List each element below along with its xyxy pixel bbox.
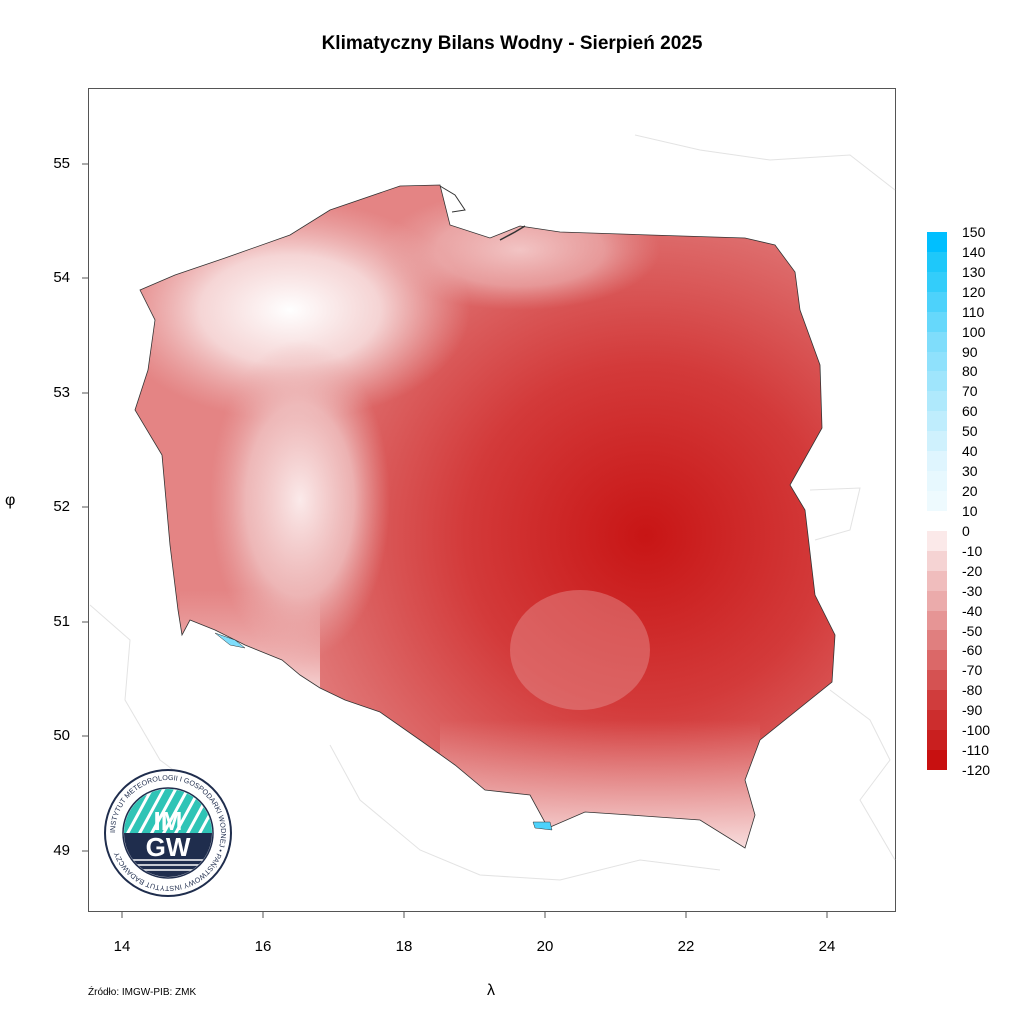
y-axis-label: φ <box>5 492 16 509</box>
legend-label: -40 <box>962 602 983 619</box>
legend-label: 0 <box>962 522 970 539</box>
x-tick-label: 20 <box>536 938 554 955</box>
neighbour-border-se <box>829 689 896 861</box>
y-tick-label: 50 <box>53 727 70 744</box>
legend-swatch <box>927 530 947 551</box>
legend-swatch <box>927 471 947 491</box>
legend-label: 110 <box>962 303 985 320</box>
legend-label: -100 <box>962 722 991 739</box>
legend-label: -60 <box>962 642 983 659</box>
legend-label: -120 <box>962 762 991 778</box>
legend-label: -90 <box>962 702 983 719</box>
neighbour-border-north <box>634 134 896 191</box>
wet-spot-sudetes <box>214 632 246 649</box>
x-tick-label: 14 <box>113 938 131 955</box>
x-axis-ticks <box>121 912 828 918</box>
legend-label: 70 <box>962 383 978 400</box>
wet-spot-tatras <box>532 821 553 831</box>
legend-swatch <box>927 291 947 312</box>
y-axis-ticks <box>82 163 88 852</box>
legend-label: 100 <box>962 323 986 340</box>
legend-label: 10 <box>962 502 978 519</box>
x-tick-label: 24 <box>818 938 836 955</box>
legend-swatch <box>927 311 947 332</box>
neighbour-border-south <box>329 744 721 881</box>
legend-swatch <box>927 490 947 511</box>
legend-swatch <box>927 411 947 432</box>
y-tick-label: 51 <box>53 613 70 630</box>
neighbour-border-east <box>809 487 861 541</box>
x-tick-label: 16 <box>254 938 272 955</box>
legend-label: -20 <box>962 562 983 579</box>
legend-label: 80 <box>962 363 978 380</box>
legend-label: 120 <box>962 283 986 300</box>
legend-swatch <box>927 251 947 272</box>
legend-label: -10 <box>962 542 983 559</box>
legend-swatch <box>927 590 947 611</box>
legend-label: -80 <box>962 682 983 699</box>
x-axis-label: λ <box>487 982 495 999</box>
legend-label: 60 <box>962 403 978 420</box>
legend-swatch <box>927 451 947 472</box>
vistula-lagoon-coast <box>499 225 526 241</box>
poland-border <box>134 184 836 849</box>
logo-letters-top: IM <box>154 806 183 836</box>
legend-label: 50 <box>962 423 978 440</box>
legend-color-bar <box>927 232 947 770</box>
plot-frame <box>88 88 896 912</box>
legend-swatch <box>927 650 947 671</box>
legend-swatch <box>927 331 947 352</box>
legend-swatch <box>927 690 947 711</box>
legend-label: 40 <box>962 443 978 460</box>
legend-swatch <box>927 610 947 631</box>
legend-label: -30 <box>962 582 983 599</box>
imgw-logo: IM GW INSTYTUT METEOROLOGII I GOSPODARKI… <box>104 769 232 897</box>
legend-swatch <box>927 670 947 691</box>
legend-swatch <box>927 271 947 292</box>
y-tick-label: 53 <box>53 384 70 401</box>
x-tick-label: 18 <box>395 938 413 955</box>
y-tick-label: 52 <box>53 498 70 515</box>
logo-letters-bottom: GW <box>146 832 191 862</box>
legend-swatch <box>927 710 947 731</box>
x-tick-label: 22 <box>677 938 695 955</box>
legend-label: 20 <box>962 483 978 500</box>
legend-label: 30 <box>962 463 978 480</box>
poland-raster <box>135 185 835 848</box>
legend-label: -50 <box>962 622 983 639</box>
legend-swatch <box>927 749 947 770</box>
legend-swatch <box>927 550 947 571</box>
legend-label: 90 <box>962 343 978 360</box>
map-title: Klimatyczny Bilans Wodny - Sierpień 2025 <box>321 33 703 54</box>
y-tick-label: 49 <box>53 842 70 859</box>
legend-swatch <box>927 232 947 252</box>
legend-swatch <box>927 351 947 372</box>
legend-swatch <box>927 371 947 392</box>
legend-label: -70 <box>962 662 983 679</box>
legend-label: 140 <box>962 243 986 260</box>
legend-swatch <box>927 570 947 591</box>
legend-label: -110 <box>962 742 989 759</box>
legend-swatch <box>927 730 947 750</box>
y-tick-label: 54 <box>53 269 70 286</box>
legend-swatch <box>927 391 947 412</box>
legend-label: 130 <box>962 263 986 280</box>
source-note: Źródło: IMGW-PIB: ZMK <box>88 987 197 998</box>
legend-swatch <box>927 510 947 531</box>
legend-label: 150 <box>962 224 986 240</box>
legend-swatch <box>927 630 947 651</box>
y-tick-label: 55 <box>53 155 70 172</box>
hel-peninsula <box>439 185 466 213</box>
legend-swatch <box>927 431 947 452</box>
